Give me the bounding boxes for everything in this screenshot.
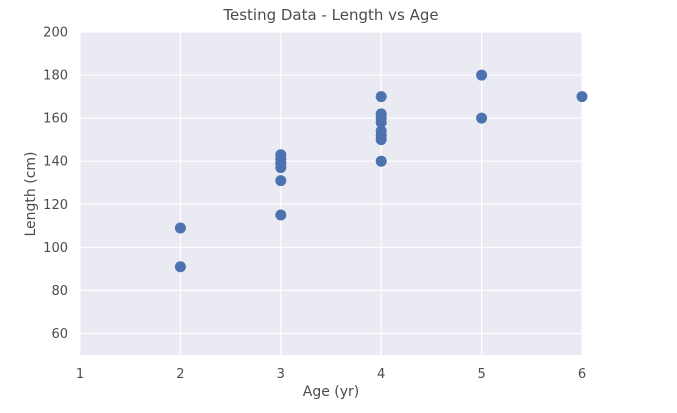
data-point [375,91,387,103]
y-tick-label: 80 [51,284,68,299]
data-point [576,91,588,103]
x-axis-label: Age (yr) [302,384,360,400]
x-tick-label: 4 [377,367,385,382]
x-tick-label: 5 [477,367,485,382]
data-point [476,112,488,124]
data-point [275,209,287,221]
y-tick-label: 200 [43,26,68,41]
data-point [375,155,387,167]
x-tick-label: 3 [277,367,285,382]
data-point [375,116,387,128]
y-tick-label: 60 [51,327,68,342]
data-point [275,162,287,174]
plot-area [80,32,582,355]
x-tick-label: 1 [76,367,84,382]
y-tick-label: 160 [43,112,68,127]
data-point [275,175,287,187]
y-tick-label: 140 [43,155,68,170]
x-tick-label: 2 [176,367,184,382]
data-point [174,261,186,273]
x-tick-label: 6 [578,367,586,382]
data-point [375,134,387,146]
data-point [174,222,186,234]
y-tick-label: 100 [43,241,68,256]
chart-title: Testing Data - Length vs Age [223,6,439,24]
data-point [476,69,488,81]
y-tick-label: 180 [43,69,68,84]
y-tick-label: 120 [43,198,68,213]
